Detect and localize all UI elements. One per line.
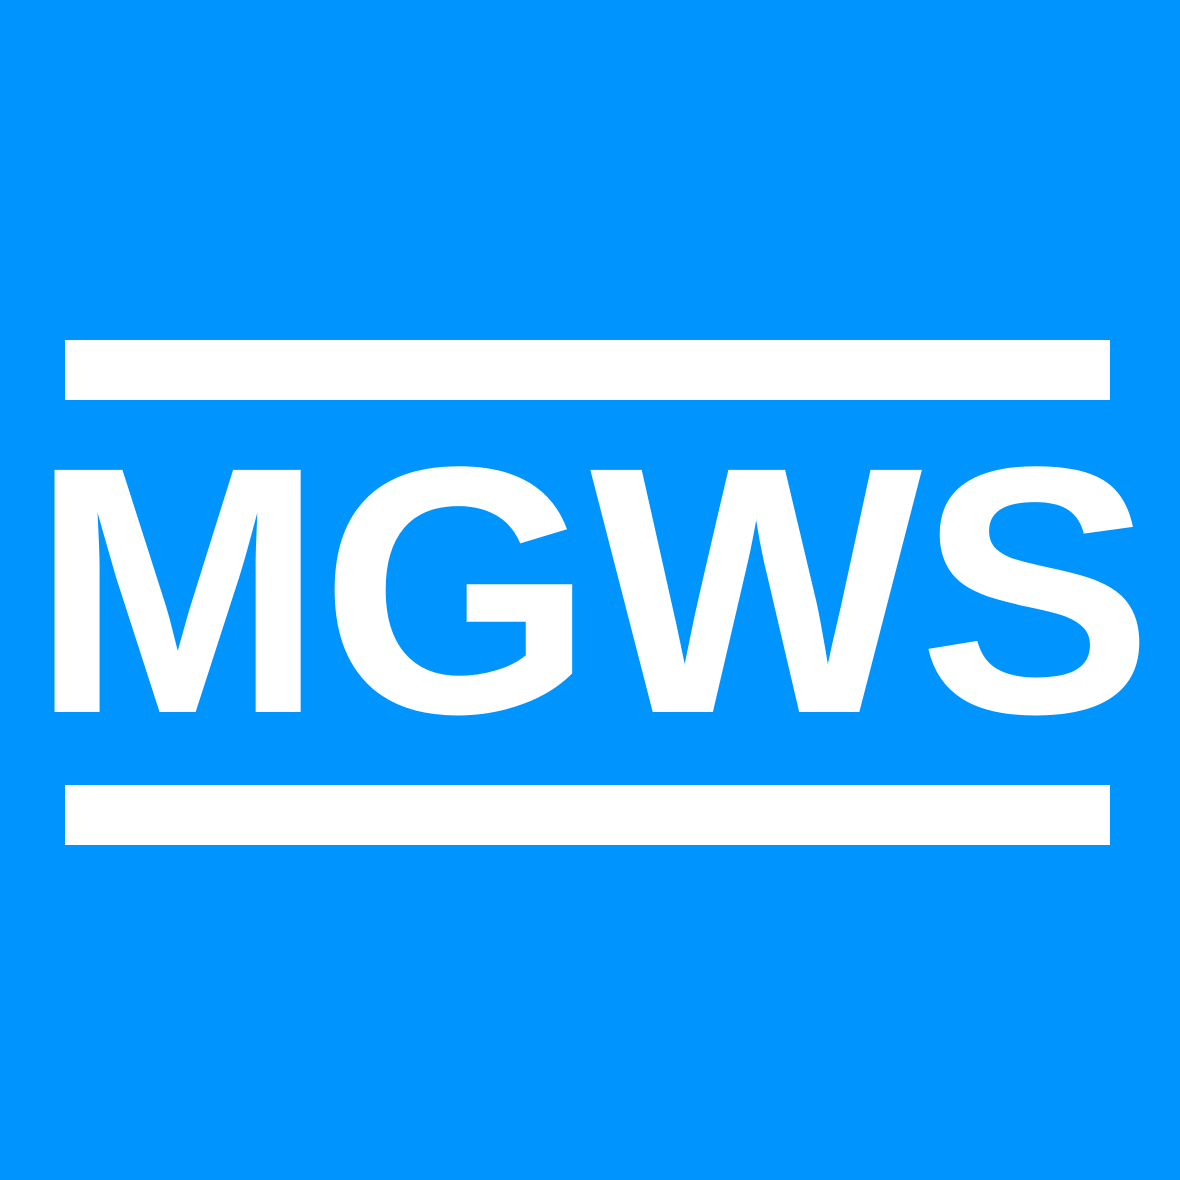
logo-bottom-bar — [65, 785, 1110, 845]
logo-wordmark: MGWS — [30, 393, 1153, 787]
logo-top-bar — [65, 340, 1110, 400]
